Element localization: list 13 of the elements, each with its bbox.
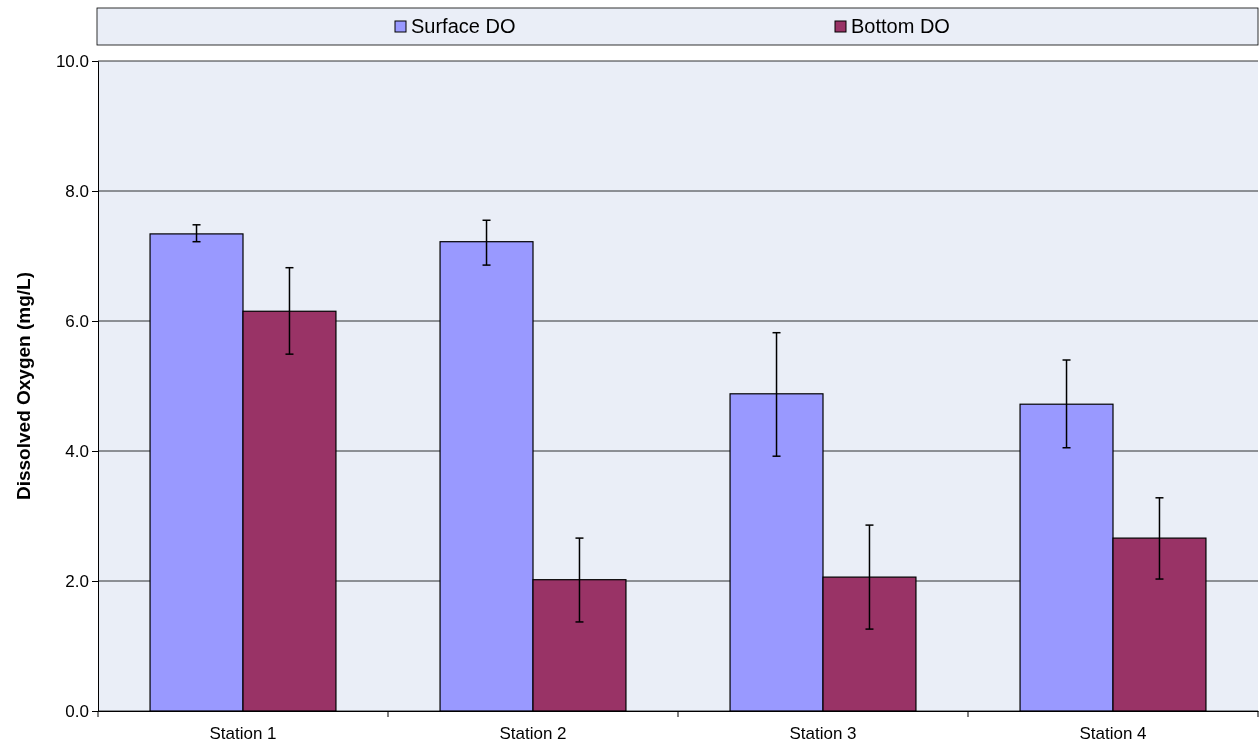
- legend-label: Bottom DO: [851, 15, 950, 37]
- y-tick-label: 10.0: [55, 51, 89, 71]
- y-tick-label: 4.0: [65, 441, 89, 461]
- x-tick-label: Station 2: [499, 724, 567, 744]
- y-tick-label: 0.0: [65, 701, 89, 721]
- y-tick-label: 2.0: [65, 571, 89, 591]
- x-tick-label: Station 1: [209, 724, 277, 744]
- x-tick-label: Station 4: [1079, 724, 1147, 744]
- y-tick-label: 8.0: [65, 181, 89, 201]
- legend-label: Surface DO: [411, 15, 516, 37]
- y-tick-label: 6.0: [65, 311, 89, 331]
- y-axis-title: Dissolved Oxygen (mg/L): [13, 271, 34, 501]
- x-tick-label: Station 3: [789, 724, 857, 744]
